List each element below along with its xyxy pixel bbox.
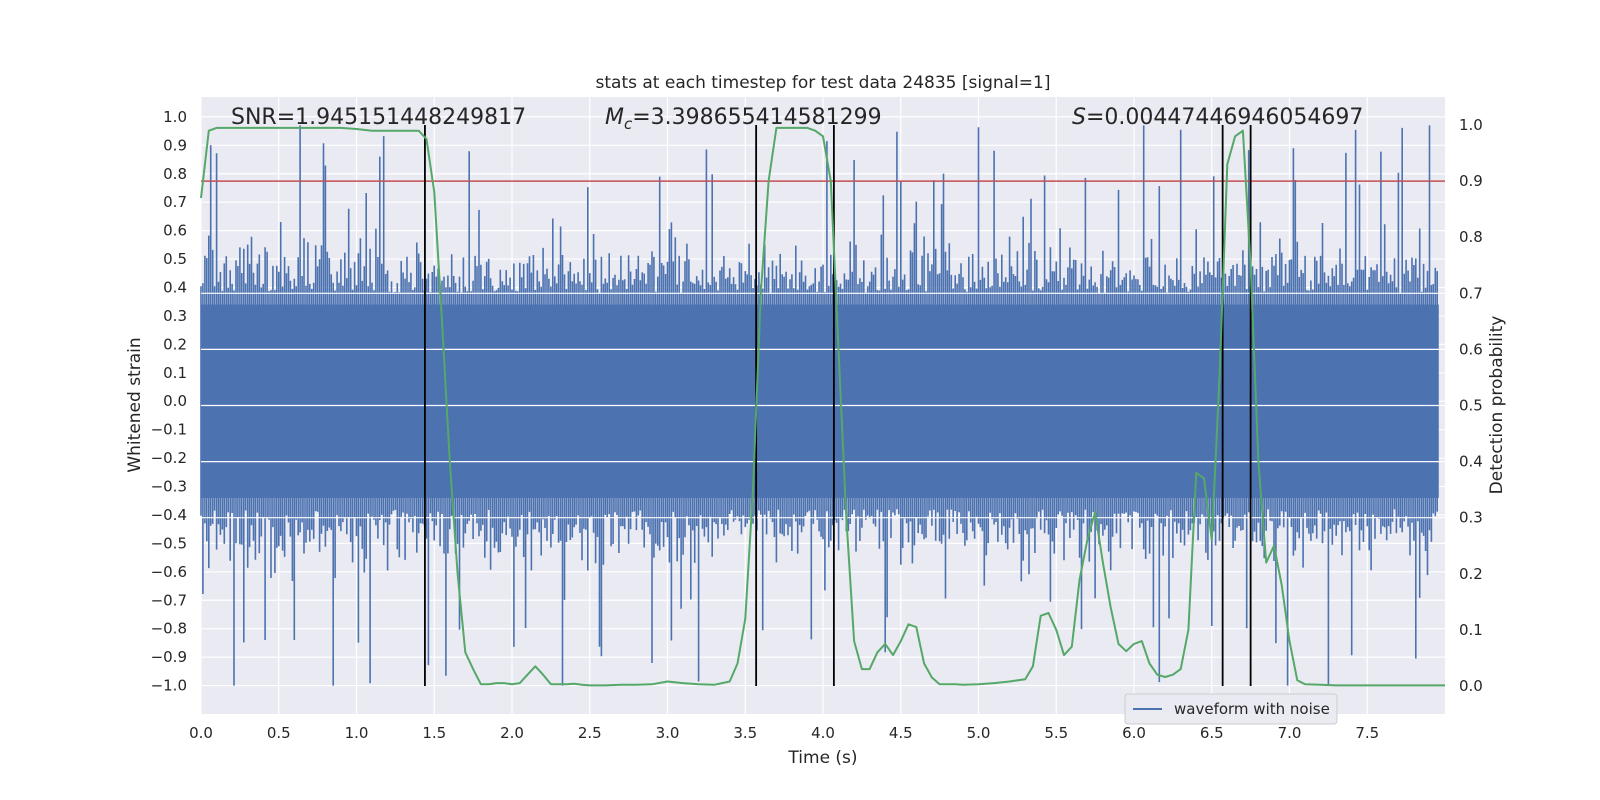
chirp-mass-annotation: Mc=3.398655414581299 [605,105,882,133]
y-left-tick-label: −0.6 [151,563,187,581]
y-left-tick-label: −0.8 [151,620,187,638]
y-left-tick-label: −0.7 [151,591,187,609]
waveform-core-band [201,304,1439,498]
chirp-mass-symbol: M [605,105,624,130]
x-tick-label: 4.5 [889,724,913,742]
y-left-tick-label: 0.6 [163,222,187,240]
chart-title: stats at each timestep for test data 248… [596,73,1051,93]
x-tick-label: 2.0 [500,724,524,742]
x-tick-label: 5.5 [1044,724,1068,742]
y-right-tick-label: 0.8 [1459,228,1483,246]
y-left-axis-label: Whitened strain [125,337,145,472]
x-tick-label: 0.5 [267,724,291,742]
y-left-tick-label: 0.2 [163,335,187,353]
x-tick-labels: 0.0 0.5 1.0 1.5 2.0 2.5 3.0 3.5 4.0 4.5 5.0 5.5 6.0 6… [189,724,1379,742]
y-left-tick-labels: 1.0 0.9 0.8 0.7 0.6 0.5 0.4 0.3 0.2 0.1 0.0 −0.1 −0.… [151,108,187,695]
spin-symbol: S [1072,105,1086,130]
y-right-tick-label: 0.2 [1459,565,1483,583]
x-tick-label: 1.5 [422,724,446,742]
y-left-tick-label: −1.0 [151,677,187,695]
x-tick-label: 3.0 [656,724,680,742]
legend: waveform with noise [1124,693,1338,725]
y-right-tick-label: 0.3 [1459,509,1483,527]
x-tick-label: 3.5 [733,724,757,742]
waveform-series [200,125,1439,686]
waveform-gridlines-overlay [201,292,1445,519]
spin-value: =0.00447446946054697 [1086,105,1363,130]
y-right-tick-label: 1.0 [1459,116,1483,134]
y-left-tick-label: 0.8 [163,165,187,183]
chirp-mass-value: =3.398655414581299 [632,105,881,130]
x-tick-label: 7.5 [1355,724,1379,742]
detection-probability-series [200,126,1445,687]
x-tick-label: 4.0 [811,724,835,742]
y-left-tick-label: −0.9 [151,648,187,666]
x-tick-label: 6.5 [1200,724,1224,742]
y-left-tick-label: 0.9 [163,136,187,154]
y-right-tick-label: 0.1 [1459,621,1483,639]
y-left-tick-label: 0.3 [163,307,187,325]
y-left-tick-label: 0.4 [163,279,187,297]
y-right-tick-labels: 0.0 0.1 0.2 0.3 0.4 0.5 0.6 0.7 0.8 0.9 1.0 [1459,116,1483,695]
y-left-tick-label: −0.3 [151,478,187,496]
y-left-tick-label: 0.7 [163,193,187,211]
legend-label: waveform with noise [1174,700,1330,718]
y-right-axis-label: Detection probability [1487,316,1507,495]
y-left-tick-label: 0.5 [163,250,187,268]
spin-annotation: S=0.00447446946054697 [1072,105,1363,130]
y-right-tick-label: 0.9 [1459,172,1483,190]
snr-annotation: SNR=1.945151448249817 [231,105,526,130]
x-tick-label: 1.0 [345,724,369,742]
probability-line [200,126,1445,687]
y-left-tick-label: −0.2 [151,449,187,467]
y-right-tick-label: 0.5 [1459,397,1483,415]
chirp-mass-subscript: c [624,115,633,133]
y-left-tick-label: −0.4 [151,506,187,524]
y-left-tick-label: −0.5 [151,534,187,552]
y-right-tick-label: 0.7 [1459,284,1483,302]
y-right-tick-label: 0.6 [1459,340,1483,358]
x-tick-label: 0.0 [189,724,213,742]
x-tick-label: 7.0 [1278,724,1302,742]
y-right-tick-label: 0.0 [1459,677,1483,695]
legend-box [1124,693,1338,725]
y-left-tick-label: −0.1 [151,421,187,439]
y-left-tick-label: 1.0 [163,108,187,126]
y-left-tick-label: 0.0 [163,392,187,410]
y-right-tick-label: 0.4 [1459,453,1483,471]
x-tick-label: 5.0 [967,724,991,742]
x-tick-label: 2.5 [578,724,602,742]
x-axis-label: Time (s) [787,748,857,768]
y-left-tick-label: 0.1 [163,364,187,382]
x-tick-label: 6.0 [1122,724,1146,742]
